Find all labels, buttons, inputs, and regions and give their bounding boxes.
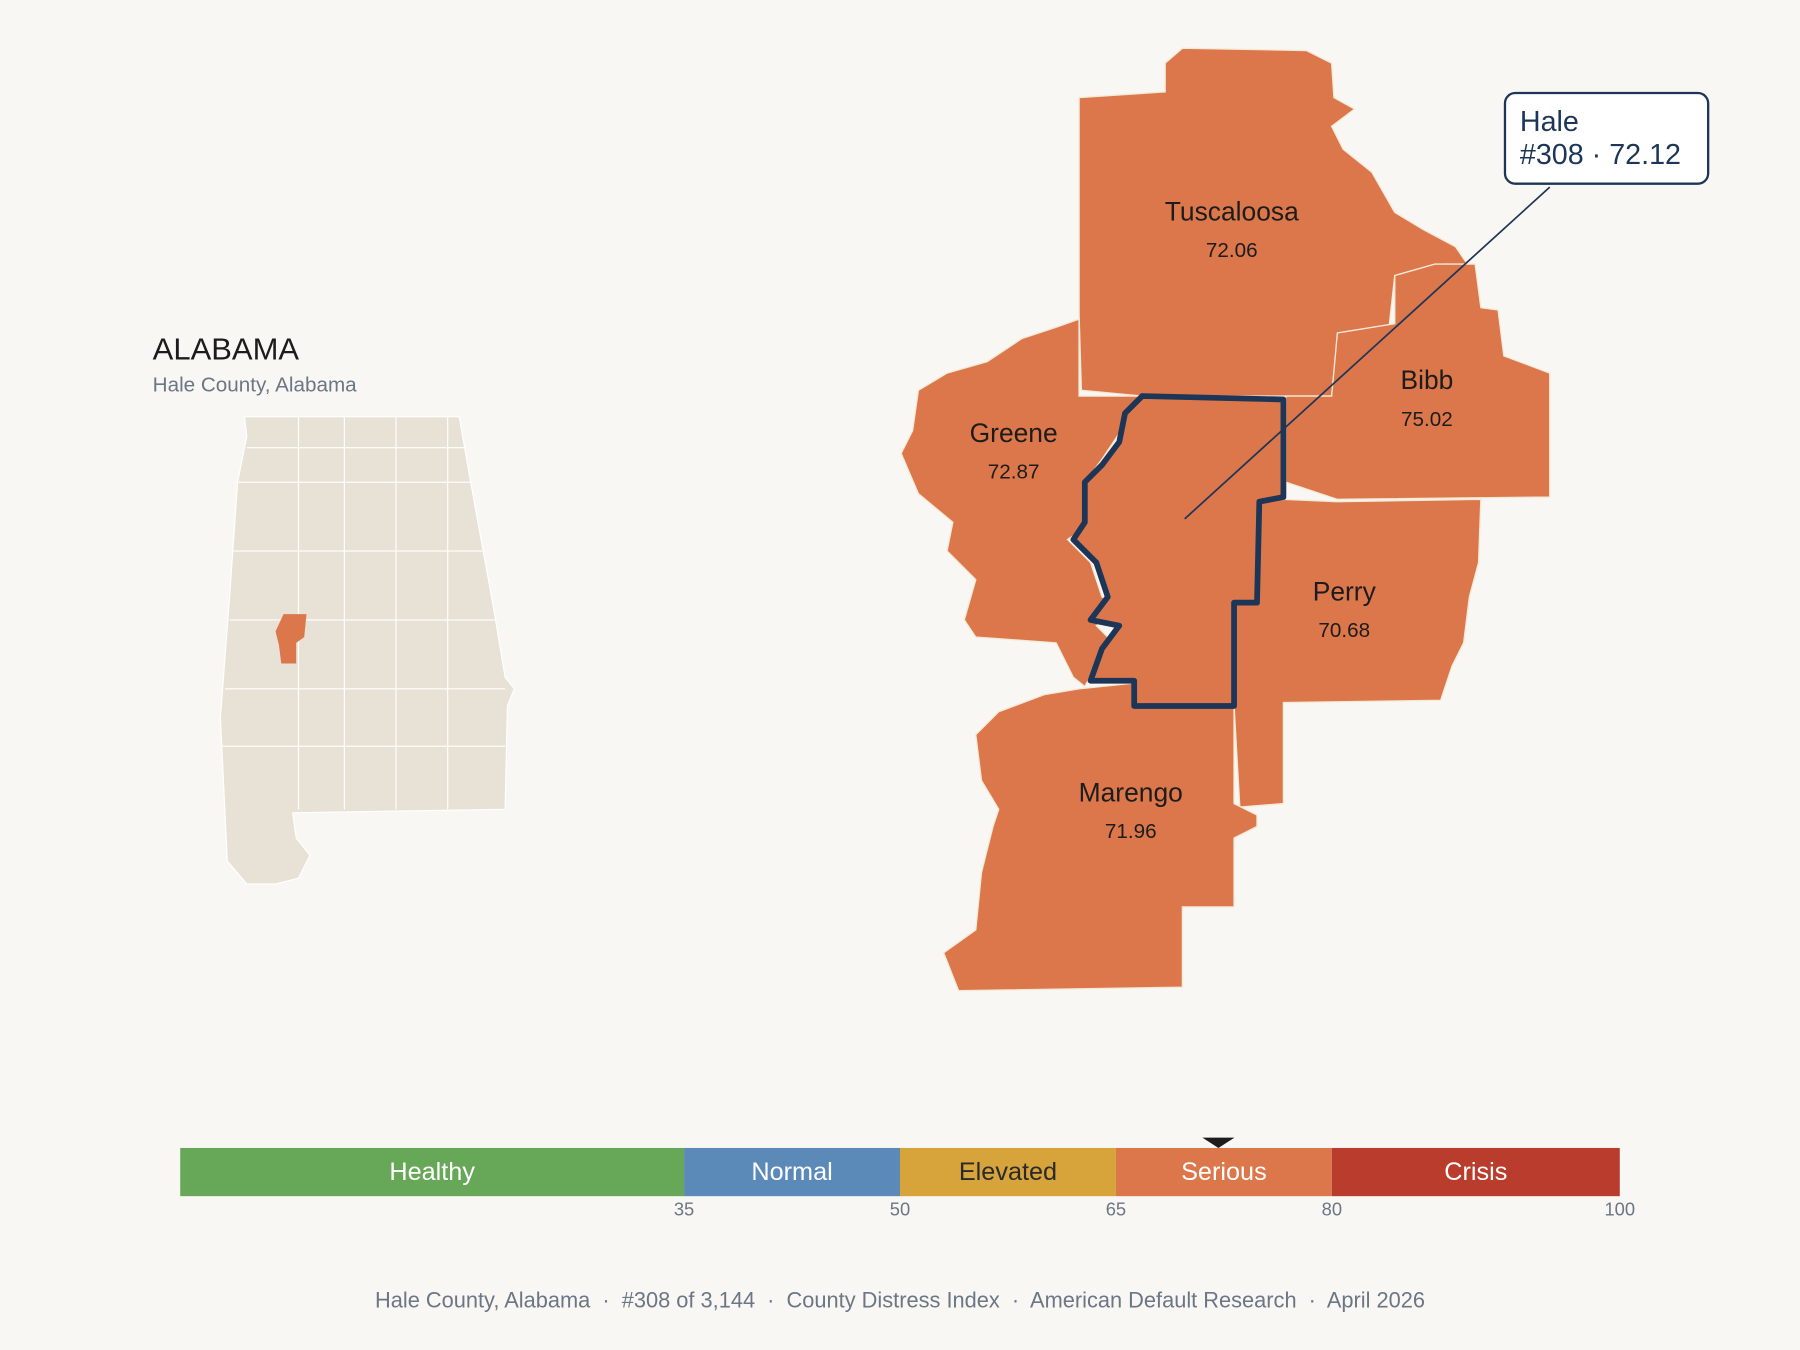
state-subtitle: Hale County, Alabama xyxy=(153,373,358,396)
county-name: Greene xyxy=(970,418,1058,448)
footer: Hale County, Alabama · #308 of 3,144 · C… xyxy=(375,1288,1425,1313)
scale-band xyxy=(684,1147,900,1197)
band-label: Serious xyxy=(1181,1158,1267,1186)
scale-band xyxy=(900,1147,1116,1197)
county-map: Tuscaloosa 72.06 Bibb 75.02 Greene 72.87 Perry… xyxy=(900,47,1551,992)
scale-band xyxy=(180,1147,685,1197)
county-name: Tuscaloosa xyxy=(1165,196,1299,226)
callout-detail: #308 · 72.12 xyxy=(1520,139,1681,171)
band-label: Crisis xyxy=(1444,1158,1507,1186)
county-name: Perry xyxy=(1313,576,1377,606)
tick-label: 100 xyxy=(1604,1199,1635,1220)
callout-title: Hale xyxy=(1520,106,1579,138)
scale-bar: Healthy 35 Normal 50 Elevated 65 Serious 80 Cris… xyxy=(180,1137,1635,1220)
scale-marker xyxy=(1202,1137,1235,1148)
county-value: 72.06 xyxy=(1206,239,1258,262)
state-title: ALABAMA xyxy=(153,331,300,366)
state-map xyxy=(219,416,515,885)
scale-band xyxy=(1115,1147,1332,1197)
tick-label: 35 xyxy=(674,1199,694,1220)
band-label: Healthy xyxy=(389,1158,475,1186)
county-value: 72.87 xyxy=(988,461,1040,484)
county-value: 71.96 xyxy=(1105,820,1157,843)
band-label: Normal xyxy=(751,1158,832,1186)
tick-label: 80 xyxy=(1322,1199,1342,1220)
band-label: Elevated xyxy=(959,1158,1057,1186)
county-name: Marengo xyxy=(1079,777,1183,807)
county-value: 70.68 xyxy=(1318,619,1370,642)
county-name: Bibb xyxy=(1400,365,1453,395)
county-value: 75.02 xyxy=(1401,408,1453,431)
tick-label: 50 xyxy=(890,1199,910,1220)
scale-band xyxy=(1331,1147,1620,1197)
tick-label: 65 xyxy=(1106,1199,1126,1220)
callout-box xyxy=(1503,91,1710,185)
